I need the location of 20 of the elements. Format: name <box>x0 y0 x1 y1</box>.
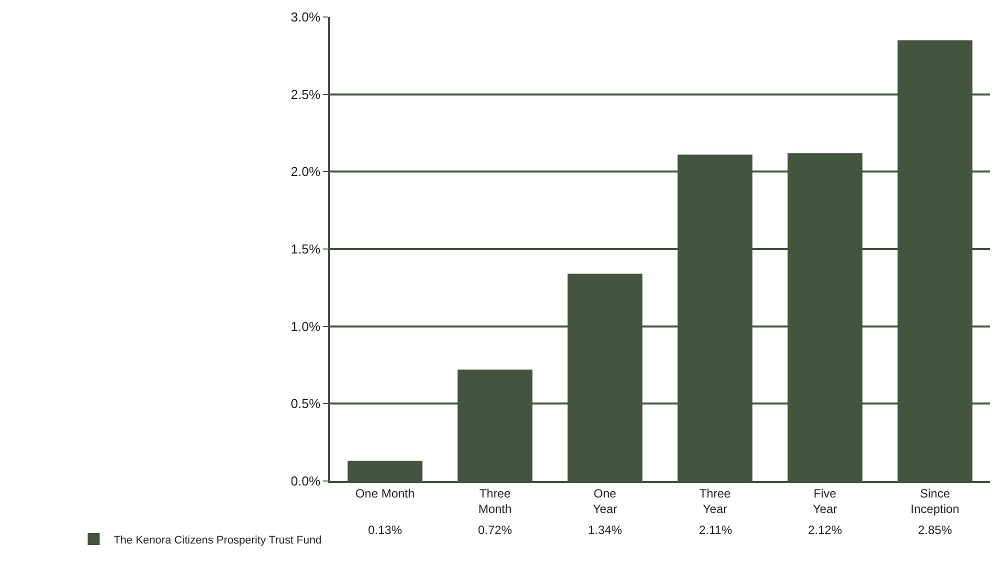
x-tick-label: One Month <box>355 486 415 500</box>
x-tick-label: Five Year <box>812 486 838 516</box>
data-label: 0.72% <box>478 523 512 537</box>
y-tick-label: 2.5% <box>290 86 321 102</box>
data-label: 0.13% <box>368 523 402 537</box>
data-label: 2.85% <box>918 523 952 537</box>
y-tick-label: 3.0% <box>290 10 321 25</box>
data-label: 1.34% <box>588 523 622 537</box>
y-tick-label: 0.0% <box>290 474 321 489</box>
y-tick-label: 0.5% <box>290 396 321 412</box>
data-label: 2.12% <box>808 523 842 537</box>
x-tick-label: One Year <box>592 486 618 516</box>
x-tick-label: Since Inception <box>910 486 960 516</box>
legend-label: The Kenora Citizens Prosperity Trust Fund <box>114 534 322 546</box>
y-tick-label: 2.0% <box>290 164 321 180</box>
y-tick-label: 1.0% <box>290 318 321 334</box>
data-label: 2.11% <box>699 523 732 537</box>
x-tick-label: Three Month <box>478 486 512 516</box>
x-tick-label: Three Year <box>699 486 731 516</box>
y-tick-label: 1.5% <box>290 242 321 257</box>
